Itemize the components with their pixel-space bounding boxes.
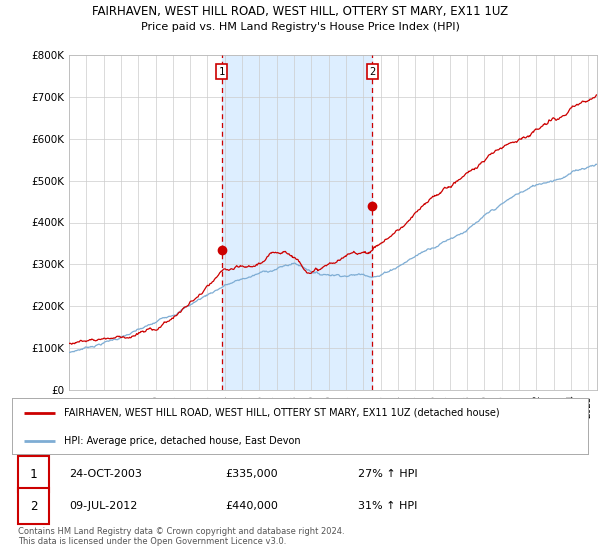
Bar [18, 488, 49, 524]
Text: 1: 1 [218, 67, 225, 77]
Text: 2: 2 [30, 500, 37, 512]
Text: This data is licensed under the Open Government Licence v3.0.: This data is licensed under the Open Gov… [18, 537, 286, 546]
Text: FAIRHAVEN, WEST HILL ROAD, WEST HILL, OTTERY ST MARY, EX11 1UZ: FAIRHAVEN, WEST HILL ROAD, WEST HILL, OT… [92, 5, 508, 18]
Text: FAIRHAVEN, WEST HILL ROAD, WEST HILL, OTTERY ST MARY, EX11 1UZ (detached house): FAIRHAVEN, WEST HILL ROAD, WEST HILL, OT… [64, 408, 499, 418]
Bar [18, 456, 49, 492]
Text: Price paid vs. HM Land Registry's House Price Index (HPI): Price paid vs. HM Land Registry's House … [140, 22, 460, 32]
Text: 1: 1 [30, 468, 37, 480]
Text: 31% ↑ HPI: 31% ↑ HPI [358, 501, 417, 511]
Text: 2: 2 [369, 67, 376, 77]
Text: 27% ↑ HPI: 27% ↑ HPI [358, 469, 417, 479]
Bar [221, 55, 372, 390]
Text: 09-JUL-2012: 09-JUL-2012 [70, 501, 138, 511]
Text: £440,000: £440,000 [225, 501, 278, 511]
Text: Contains HM Land Registry data © Crown copyright and database right 2024.: Contains HM Land Registry data © Crown c… [18, 527, 344, 536]
Text: HPI: Average price, detached house, East Devon: HPI: Average price, detached house, East… [64, 436, 301, 446]
Text: £335,000: £335,000 [225, 469, 278, 479]
Text: 24-OCT-2003: 24-OCT-2003 [70, 469, 142, 479]
